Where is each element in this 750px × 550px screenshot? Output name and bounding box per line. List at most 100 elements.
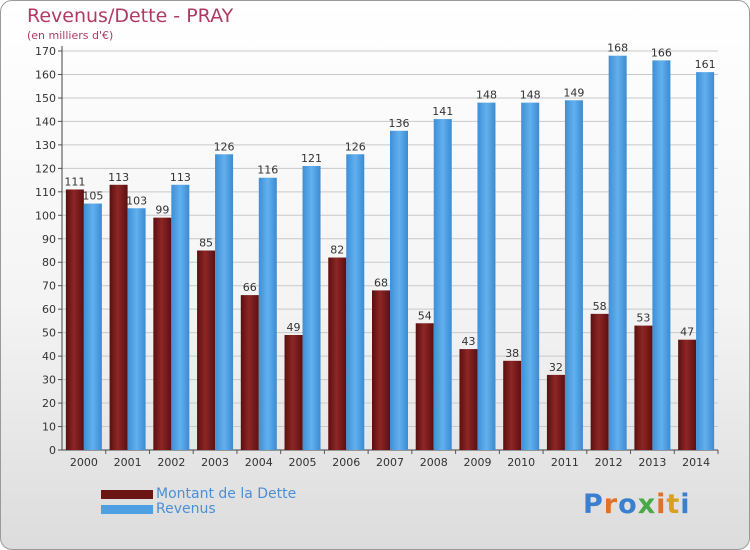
data-label-debt: 68 <box>374 276 388 289</box>
bar-revenus <box>608 55 627 450</box>
legend-label-debt: Montant de la Dette <box>156 486 297 502</box>
bar-debt <box>372 290 390 450</box>
data-label-debt: 53 <box>636 312 650 325</box>
bars <box>65 55 715 451</box>
y-tick-label: 50 <box>42 327 56 340</box>
x-tick-label: 2014 <box>682 456 710 469</box>
data-label-revenus: 126 <box>345 140 366 153</box>
bar-debt <box>678 339 697 450</box>
bar-revenus <box>652 60 671 450</box>
logo-letter: t <box>666 489 681 520</box>
data-label-debt: 49 <box>287 321 301 334</box>
logo-letter: x <box>637 489 657 520</box>
x-tick-label: 2011 <box>551 456 579 469</box>
y-tick-label: 70 <box>42 280 56 293</box>
logo-letter: i <box>680 489 691 520</box>
y-tick-label: 20 <box>42 397 56 410</box>
bar-revenus <box>171 184 190 450</box>
x-tick-label: 2013 <box>638 456 666 469</box>
data-label-debt: 85 <box>199 237 213 250</box>
x-tick-label: 2004 <box>245 456 273 469</box>
y-tick-label: 0 <box>49 444 56 457</box>
x-tick-label: 2001 <box>114 456 142 469</box>
proxiti-logo: Proxiti <box>583 489 691 520</box>
x-tick-label: 2005 <box>289 456 317 469</box>
data-label-revenus: 166 <box>651 46 672 59</box>
bar-revenus <box>521 102 540 451</box>
y-tick-label: 120 <box>35 162 56 175</box>
data-label-revenus: 168 <box>607 42 628 55</box>
bar-revenus <box>215 154 234 451</box>
data-labels: 111 105 113 103 99 113 85 126 66 116 49 121 82 126 68 1… <box>64 42 715 374</box>
data-label-debt: 113 <box>108 171 129 184</box>
data-label-debt: 32 <box>549 361 563 374</box>
data-label-revenus: 136 <box>389 117 410 130</box>
data-label-revenus: 149 <box>563 86 584 99</box>
legend-swatch-revenus <box>101 505 153 514</box>
x-tick-label: 2010 <box>507 456 535 469</box>
bar-revenus <box>83 203 102 450</box>
bar-revenus <box>696 72 715 450</box>
bar-revenus <box>258 177 277 450</box>
data-label-revenus: 126 <box>214 140 235 153</box>
bar-revenus <box>127 208 146 450</box>
bar-debt <box>590 313 609 450</box>
bar-debt <box>328 257 347 450</box>
x-tick-label: 2003 <box>201 456 229 469</box>
data-label-debt: 111 <box>64 175 85 188</box>
y-tick-label: 90 <box>42 233 56 246</box>
y-tick-label: 170 <box>35 45 56 58</box>
y-tick-label: 150 <box>35 92 56 105</box>
bar-debt <box>415 323 434 450</box>
y-tick-label: 160 <box>35 68 56 81</box>
bar-revenus <box>390 130 408 451</box>
chart-subtitle: (en milliers d'€) <box>27 29 114 42</box>
logo-letter: i <box>656 489 667 520</box>
data-label-debt: 99 <box>155 204 169 217</box>
data-label-revenus: 148 <box>520 89 541 102</box>
data-label-revenus: 105 <box>82 190 103 203</box>
data-label-debt: 43 <box>461 335 475 348</box>
bar-debt <box>546 374 565 450</box>
x-tick-label: 2000 <box>70 456 98 469</box>
logo-letter: P <box>583 489 604 520</box>
bar-revenus <box>433 119 452 451</box>
data-label-revenus: 161 <box>695 58 716 71</box>
x-tick-label: 2009 <box>463 456 491 469</box>
x-tick-label: 2006 <box>332 456 360 469</box>
x-tick-label: 2012 <box>595 456 623 469</box>
y-tick-label: 30 <box>42 374 56 387</box>
data-label-revenus: 148 <box>476 89 497 102</box>
y-tick-label: 100 <box>35 209 56 222</box>
data-label-revenus: 103 <box>126 194 147 207</box>
data-label-revenus: 113 <box>170 171 191 184</box>
logo-letter: r <box>603 489 619 520</box>
bar-debt <box>503 360 522 450</box>
y-tick-label: 10 <box>42 421 56 434</box>
data-label-debt: 82 <box>330 244 344 257</box>
y-tick-label: 80 <box>42 256 56 269</box>
bar-debt <box>109 184 128 450</box>
logo-letter: o <box>618 489 638 520</box>
bar-debt <box>459 349 478 450</box>
data-label-revenus: 121 <box>301 152 322 165</box>
x-tick-label: 2007 <box>376 456 404 469</box>
x-tick-label: 2002 <box>157 456 185 469</box>
legend-label-revenus: Revenus <box>156 501 216 517</box>
bar-debt <box>65 189 84 450</box>
legend-swatch-debt <box>101 490 153 499</box>
y-tick-label: 130 <box>35 139 56 152</box>
chart-title: Revenus/Dette - PRAY <box>27 5 234 27</box>
bar-debt <box>153 217 172 450</box>
data-label-revenus: 116 <box>257 164 278 177</box>
bar-revenus <box>564 100 583 450</box>
bar-revenus <box>302 166 321 450</box>
data-label-debt: 54 <box>418 309 432 322</box>
data-label-debt: 47 <box>680 326 694 339</box>
y-tick-label: 40 <box>42 350 56 363</box>
bar-revenus <box>477 102 496 451</box>
bar-debt <box>284 334 303 450</box>
data-label-revenus: 141 <box>432 105 453 118</box>
